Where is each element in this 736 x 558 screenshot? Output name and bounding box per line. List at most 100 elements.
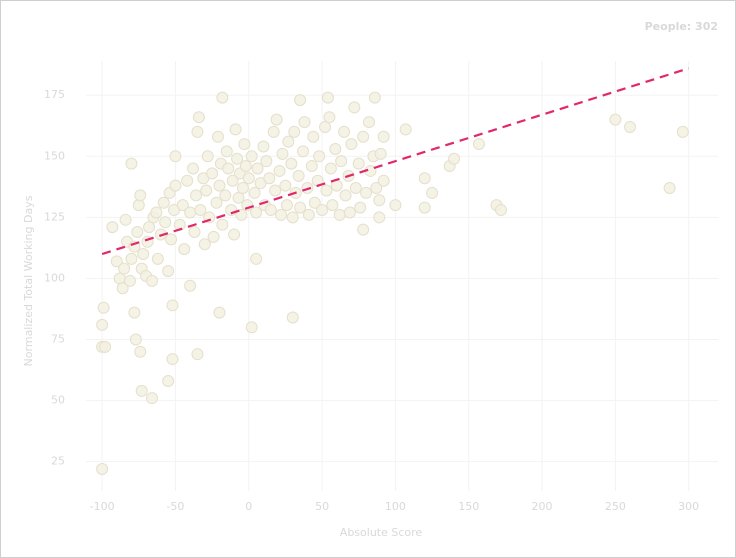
scatter-point <box>99 340 112 353</box>
scatter-point <box>211 130 224 143</box>
scatter-point <box>187 162 200 175</box>
scatter-point <box>472 138 485 151</box>
scatter-point <box>192 111 205 124</box>
scatter-point <box>349 182 362 195</box>
scatter-point <box>134 345 147 358</box>
scatter-point <box>288 125 301 138</box>
scatter-point <box>231 152 244 165</box>
y-tick-label: 50 <box>51 394 65 407</box>
scatter-point <box>297 145 310 158</box>
scatter-point <box>106 221 119 234</box>
scatter-point <box>343 206 356 219</box>
x-tick-label: 50 <box>315 500 329 513</box>
scatter-point <box>269 184 282 197</box>
scatter-point <box>145 392 158 405</box>
scatter-point <box>308 196 321 209</box>
scatter-point <box>377 130 390 143</box>
scatter-point <box>166 299 179 312</box>
scatter-point <box>206 167 219 180</box>
trend-line <box>101 67 690 256</box>
scatter-point <box>418 172 431 185</box>
scatter-point <box>125 157 138 170</box>
scatter-point <box>242 172 255 185</box>
scatter-point <box>389 199 402 212</box>
scatter-point <box>270 113 283 126</box>
scatter-point <box>151 252 164 265</box>
scatter-point <box>276 147 289 160</box>
scatter-point <box>294 94 307 107</box>
scatter-point <box>357 223 370 236</box>
scatter-point <box>335 155 348 168</box>
scatter-point <box>184 279 197 292</box>
scatter-point <box>238 138 251 151</box>
scatter-point <box>143 221 156 234</box>
scatter-point <box>128 306 141 319</box>
scatter-point <box>374 147 387 160</box>
scatter-point <box>191 348 204 361</box>
scatter-point <box>368 91 381 104</box>
scatter-point <box>316 204 329 217</box>
scatter-point <box>320 184 333 197</box>
scatter-point <box>363 116 376 129</box>
scatter-point <box>275 208 288 221</box>
scatter-point <box>294 201 307 214</box>
scatter-point <box>169 150 182 163</box>
scatter-point <box>245 150 258 163</box>
scatter-point <box>118 262 131 275</box>
scatter-point <box>324 162 337 175</box>
scatter-point <box>162 265 175 278</box>
scatter-point <box>292 169 305 182</box>
scatter-point <box>286 211 299 224</box>
scatter-point <box>286 311 299 324</box>
scatter-point <box>96 318 109 331</box>
scatter-point <box>285 157 298 170</box>
scatter-point <box>125 252 138 265</box>
scatter-point <box>228 228 241 241</box>
scatter-point <box>229 123 242 136</box>
scatter-point <box>373 211 386 224</box>
scatter-point <box>178 243 191 256</box>
scatter-point <box>302 208 315 221</box>
y-axis-label: Normalized Total Working Days <box>22 195 35 366</box>
scatter-point <box>232 191 245 204</box>
scatter-point <box>333 208 346 221</box>
scatter-point <box>110 255 123 268</box>
scatter-point <box>248 186 261 199</box>
scatter-point <box>354 201 367 214</box>
x-tick-label: 0 <box>245 500 252 513</box>
scatter-point <box>399 123 412 136</box>
scatter-point <box>116 282 129 295</box>
scatter-point <box>129 333 142 346</box>
y-tick-label: 175 <box>44 88 65 101</box>
scatter-point <box>96 463 109 476</box>
scatter-point <box>319 120 332 133</box>
scatter-point <box>257 140 270 153</box>
scatter-point <box>135 384 148 397</box>
scatter-point <box>313 150 326 163</box>
scatter-point <box>448 152 461 165</box>
scatter-point <box>235 208 248 221</box>
scatter-point <box>184 206 197 219</box>
scatter-point <box>165 233 178 246</box>
scatter-point <box>131 226 144 239</box>
annotation: People: 302 <box>645 20 718 33</box>
scatter-point <box>494 204 507 217</box>
scatter-point <box>329 142 342 155</box>
scatter-point <box>97 301 110 314</box>
scatter-point <box>134 189 147 202</box>
scatter-point <box>307 130 320 143</box>
scatter-point <box>201 150 214 163</box>
scatter-point <box>166 353 179 366</box>
scatter-point <box>352 157 365 170</box>
scatter-point <box>194 204 207 217</box>
scatter-point <box>245 321 258 334</box>
scatter-point <box>210 196 223 209</box>
scatter-point <box>348 101 361 114</box>
scatter-point <box>273 164 286 177</box>
scatter-point <box>663 182 676 195</box>
scatter-point <box>373 194 386 207</box>
x-tick-label: 100 <box>385 500 406 513</box>
scatter-point <box>321 91 334 104</box>
